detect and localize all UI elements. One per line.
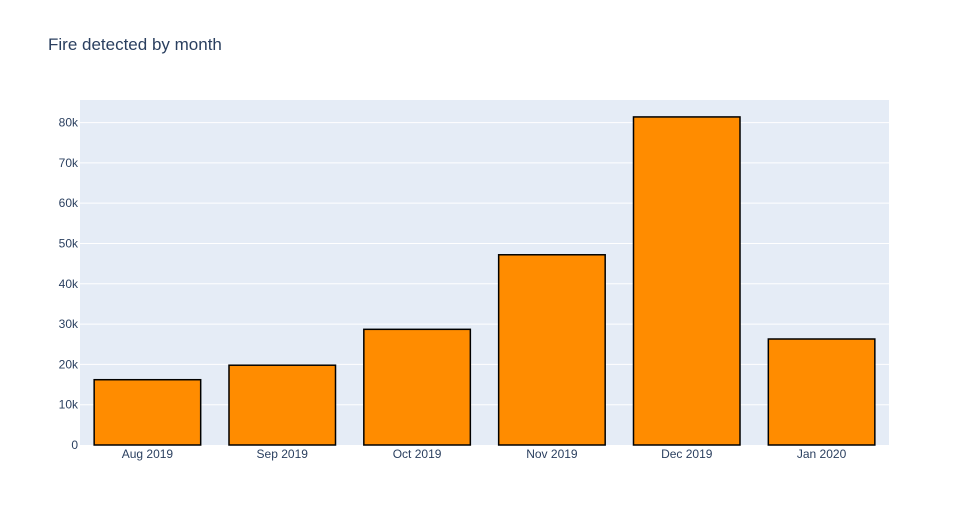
x-tick-label: Jan 2020: [797, 447, 847, 461]
y-tick-label: 20k: [59, 357, 79, 371]
bar-oct-2019[interactable]: [363, 328, 472, 446]
plot-area: [80, 100, 889, 445]
bars: [93, 116, 876, 446]
y-tick-label: 70k: [59, 156, 79, 170]
y-tick-label: 60k: [59, 196, 79, 210]
y-tick-label: 40k: [59, 277, 79, 291]
x-tick-label: Sep 2019: [257, 447, 309, 461]
y-tick-label: 80k: [59, 116, 79, 130]
bar-aug-2019[interactable]: [93, 378, 202, 446]
x-axis-ticks: Aug 2019 Sep 2019 Oct 2019 Nov 2019 Dec 2019…: [122, 447, 847, 461]
y-axis-ticks: 0 10k 20k 30k 40k 50k 60k 70k 80k: [59, 116, 79, 452]
gridlines: [80, 122, 889, 406]
bar-nov-2019[interactable]: [497, 254, 606, 446]
y-tick-label: 50k: [59, 236, 79, 250]
y-tick-label: 10k: [59, 398, 79, 412]
bar-sep-2019[interactable]: [228, 364, 337, 446]
x-tick-label: Oct 2019: [393, 447, 442, 461]
bar-dec-2019[interactable]: [632, 116, 741, 446]
x-tick-label: Dec 2019: [661, 447, 713, 461]
x-tick-label: Aug 2019: [122, 447, 174, 461]
x-tick-label: Nov 2019: [526, 447, 578, 461]
y-tick-label: 30k: [59, 317, 79, 331]
chart-title: Fire detected by month: [48, 35, 222, 54]
y-tick-label: 0: [71, 438, 78, 452]
bar-jan-2020[interactable]: [767, 338, 876, 446]
